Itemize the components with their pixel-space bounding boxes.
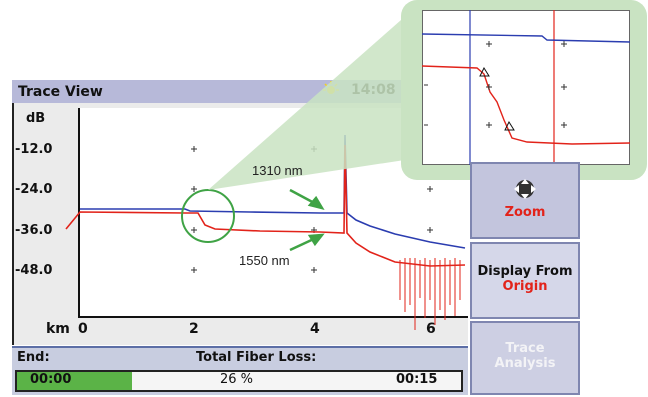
display-from-button[interactable]: Display From Origin: [470, 242, 580, 319]
trace-analysis-line1: Trace: [505, 341, 545, 356]
label-1310nm: 1310 nm: [252, 163, 303, 178]
zoom-button[interactable]: Zoom: [470, 162, 580, 239]
acquisition-progress-bar: [15, 370, 463, 392]
total-time: 00:15: [396, 372, 438, 387]
x-axis-unit: km: [46, 321, 70, 337]
progress-fill: [17, 372, 133, 390]
total-fiber-loss-label: Total Fiber Loss:: [196, 350, 317, 365]
label-1550nm: 1550 nm: [239, 253, 290, 268]
zoom-label: Zoom: [504, 205, 546, 220]
progress-percent: 26 %: [220, 372, 254, 387]
window-title: Trace View: [18, 84, 103, 100]
zoom-inset-traces: [422, 10, 630, 165]
directional-pad-icon: [514, 179, 536, 199]
elapsed-time: 00:00: [30, 372, 72, 387]
x-tick-label: 0: [78, 321, 88, 337]
clock: 14:08: [351, 82, 396, 98]
display-from-label: Display From: [477, 264, 573, 279]
y-tick-label: -24.0: [15, 182, 53, 197]
y-axis-unit: dB: [26, 111, 46, 126]
end-label: End:: [17, 350, 50, 365]
y-tick-label: -36.0: [15, 223, 53, 238]
y-tick-label: -12.0: [15, 142, 53, 157]
y-tick-label: -48.0: [15, 263, 53, 278]
trace-analysis-line2: Analysis: [494, 356, 556, 371]
x-tick-label: 4: [310, 321, 320, 337]
x-tick-label: 2: [189, 321, 199, 337]
trace-analysis-button[interactable]: Trace Analysis: [470, 321, 580, 395]
sun-icon: [323, 81, 339, 94]
x-tick-label: 6: [426, 321, 436, 337]
display-from-value: Origin: [502, 279, 548, 294]
